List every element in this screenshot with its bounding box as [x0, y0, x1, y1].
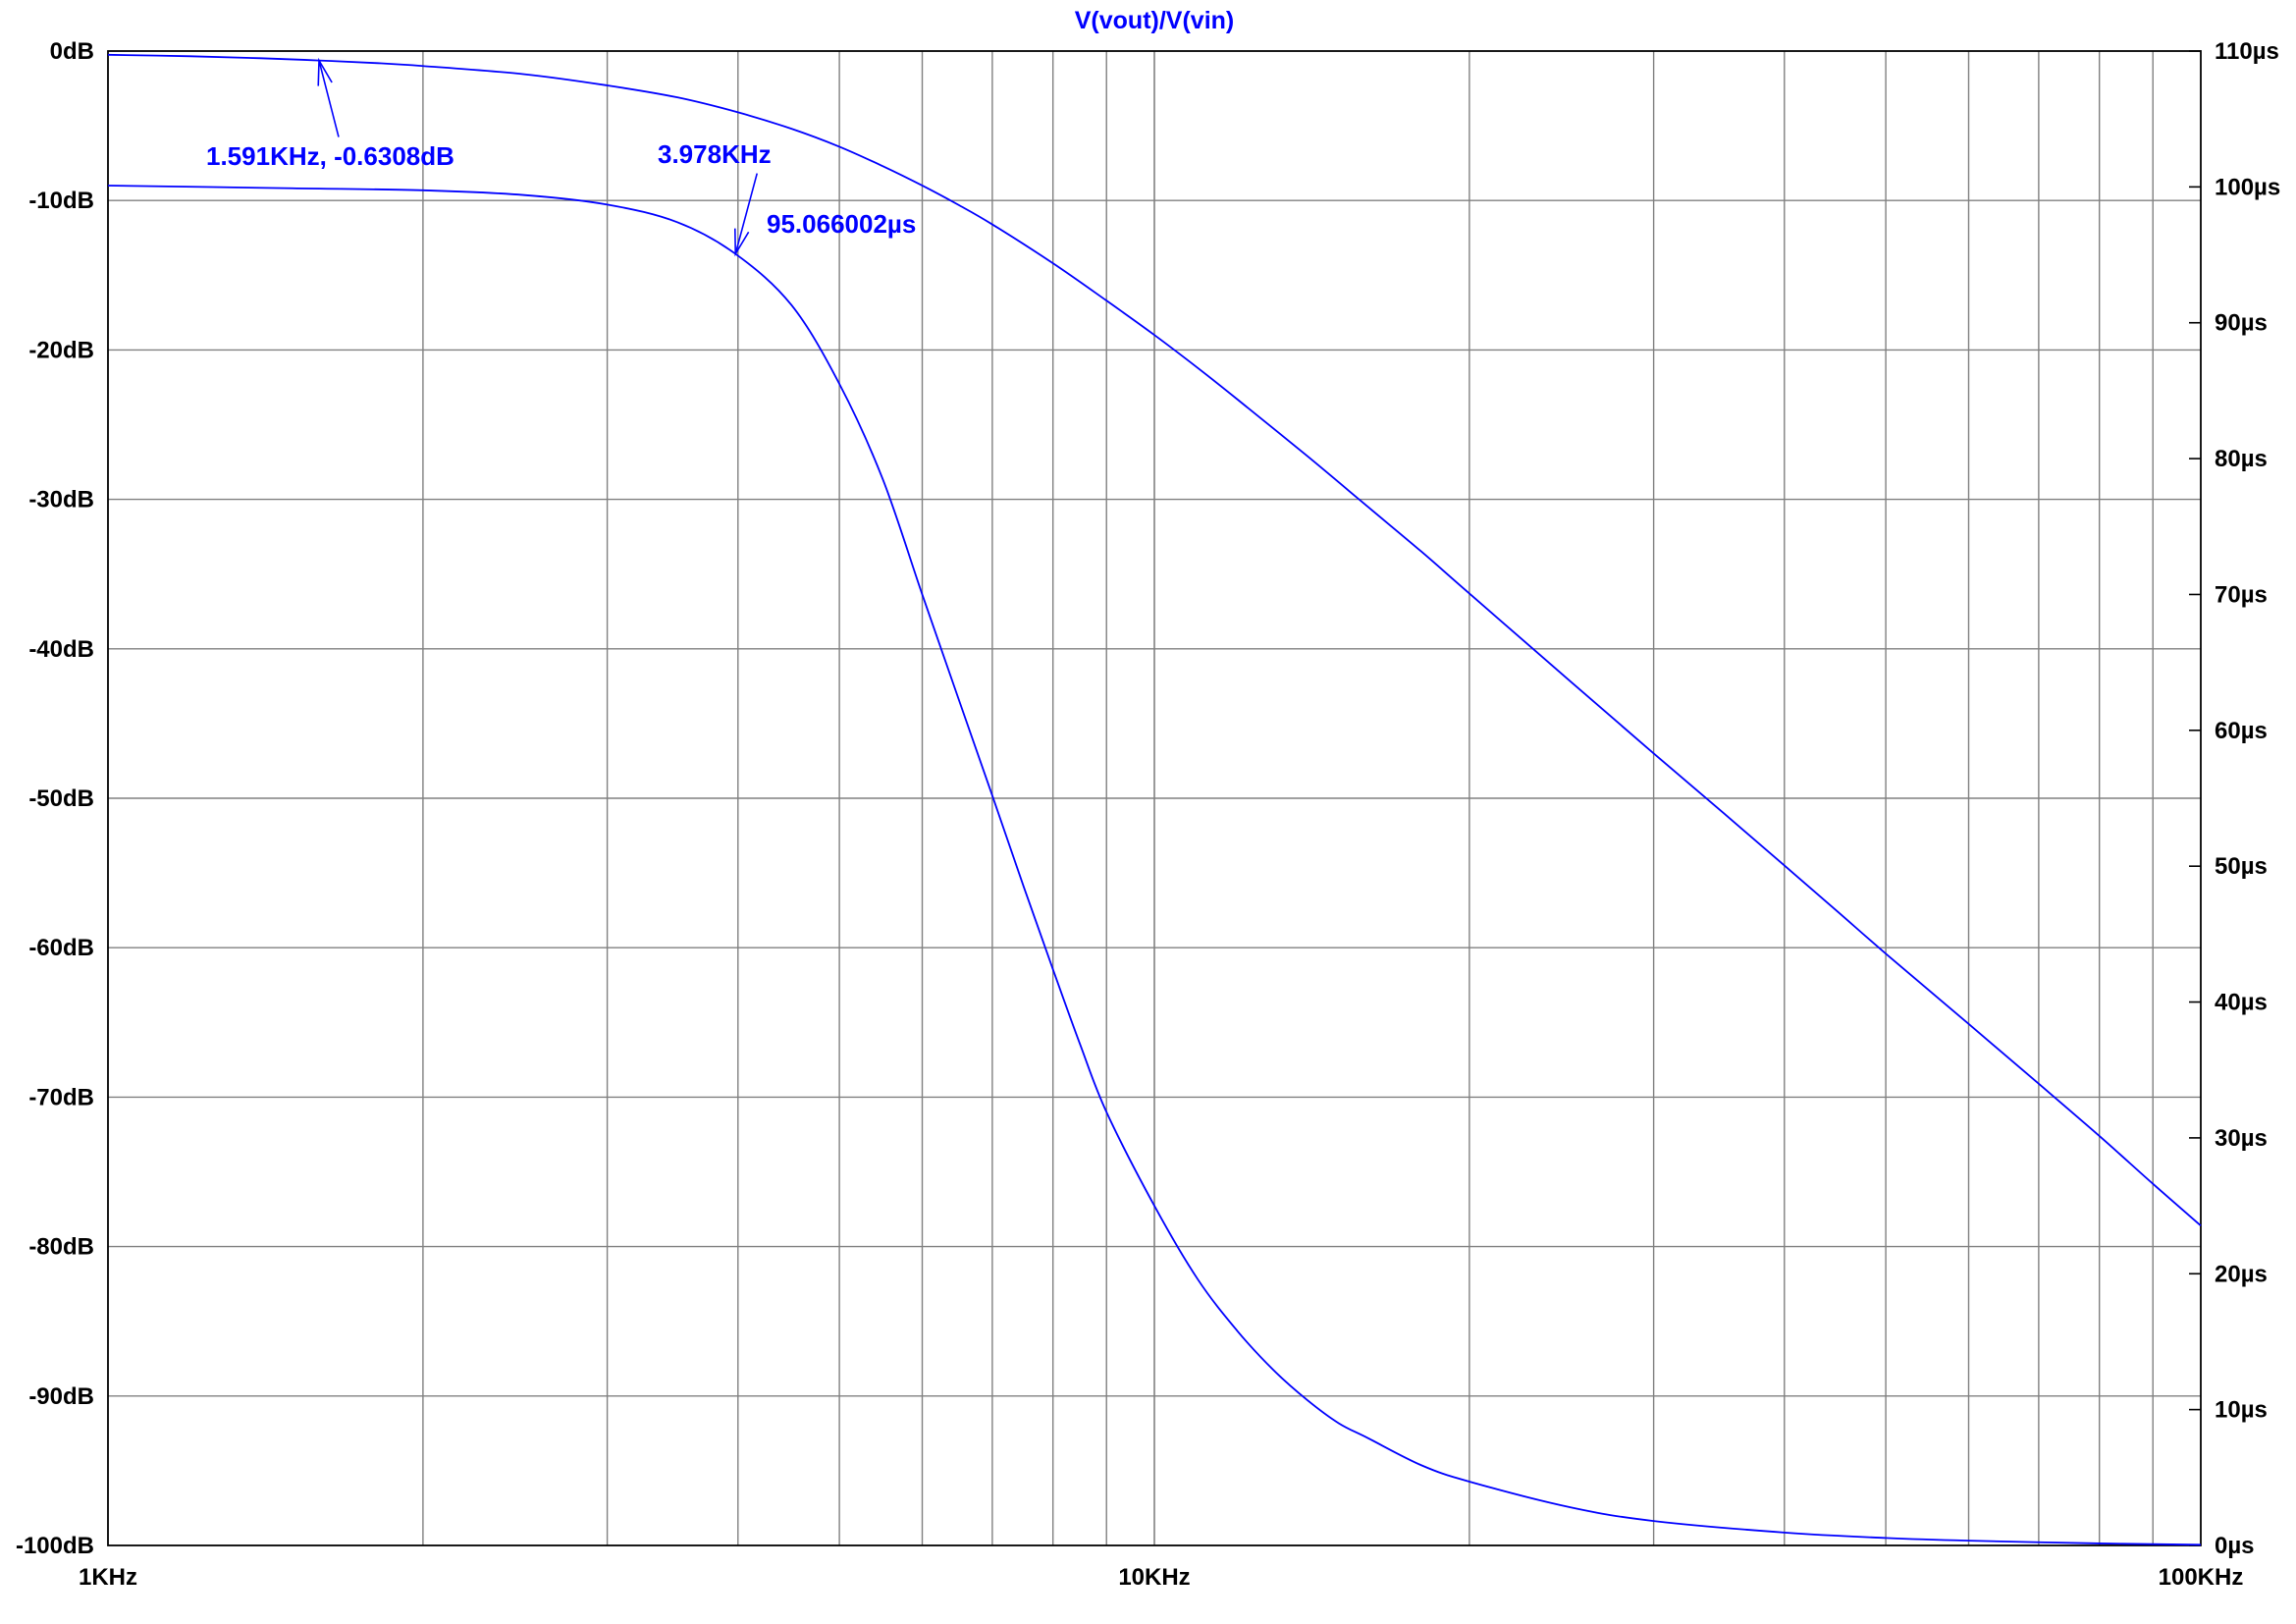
- grid-lines: [108, 50, 2201, 1546]
- right-axis-tick-label: 60µs: [2215, 718, 2268, 744]
- annotation-arrow-shaft: [318, 60, 340, 137]
- chart-title: V(vout)/V(vin): [1075, 7, 1235, 34]
- annotation-label-gain-cursor: 1.591KHz, -0.6308dB: [206, 141, 454, 171]
- left-axis-tick-label: -20dB: [28, 337, 94, 363]
- tick-labels: 0dB -10dB -20dB -30dB -40dB -50dB -60dB -70dB -8…: [16, 38, 2280, 1591]
- right-axis-tick-label: 70µs: [2215, 581, 2268, 608]
- annotation-label-delay-value: 95.066002µs: [767, 209, 916, 239]
- right-axis-tick-label: 90µs: [2215, 310, 2268, 337]
- right-axis-tick-label: 20µs: [2215, 1261, 2268, 1287]
- right-axis-tick-label: 0µs: [2215, 1533, 2255, 1559]
- trace-lines: [107, 53, 2202, 1546]
- left-axis-tick-label: 0dB: [50, 38, 94, 65]
- plot-frame: [107, 50, 2202, 1546]
- x-axis-tick-label: 1KHz: [79, 1564, 137, 1591]
- right-axis-tick-label: 100µs: [2215, 174, 2280, 200]
- annotation-arrows: [317, 57, 759, 257]
- annotation-arrow-head: [733, 228, 750, 257]
- trace-series-group-delay: [107, 185, 2202, 1546]
- x-axis-tick-label: 100KHz: [2159, 1564, 2244, 1591]
- annotation-arrow-head: [317, 57, 333, 86]
- right-axis-tick-label: 110µs: [2215, 38, 2279, 65]
- right-axis-tick-label: 80µs: [2215, 446, 2268, 472]
- left-axis-tick-label: -10dB: [28, 188, 94, 214]
- left-axis-tick-label: -40dB: [28, 636, 94, 663]
- annotation-label-delay-frequency: 3.978KHz: [658, 139, 772, 169]
- left-axis-tick-label: -80dB: [28, 1234, 94, 1261]
- left-axis-tick-label: -50dB: [28, 785, 94, 812]
- right-axis-tick-label: 40µs: [2215, 990, 2268, 1016]
- trace-series-magnitude: [107, 53, 2202, 1226]
- right-axis-tick-label: 50µs: [2215, 853, 2268, 880]
- left-axis-tick-label: -100dB: [16, 1533, 94, 1559]
- left-axis-tick-label: -90dB: [28, 1383, 94, 1410]
- right-axis-tick-label: 10µs: [2215, 1397, 2268, 1424]
- right-axis-tick-label: 30µs: [2215, 1125, 2268, 1152]
- left-axis-tick-label: -70dB: [28, 1084, 94, 1110]
- annotation-arrow-shaft: [734, 173, 759, 254]
- left-axis-tick-label: -60dB: [28, 935, 94, 961]
- left-axis-tick-label: -30dB: [28, 487, 94, 514]
- x-axis-tick-label: 10KHz: [1118, 1564, 1190, 1591]
